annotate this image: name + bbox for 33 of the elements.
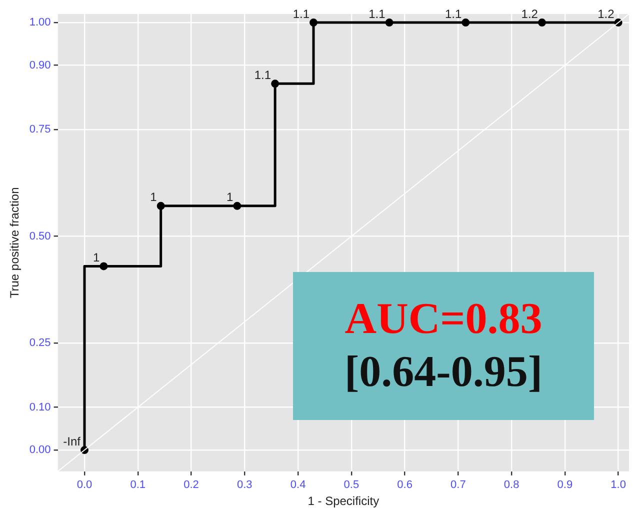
annotation: 1.1 bbox=[368, 6, 386, 21]
annotation: 1.2 bbox=[598, 6, 615, 21]
annotation: -Inf bbox=[63, 434, 82, 448]
x-axis-title: 1 - Specificity bbox=[308, 494, 380, 508]
annotation: [0.64-0.95] bbox=[344, 346, 542, 398]
annotation: 1.2 bbox=[521, 6, 538, 21]
annotation: 1 bbox=[150, 190, 158, 204]
x-tick-label: 0.0 bbox=[76, 479, 92, 492]
annotation: 1.1 bbox=[444, 6, 462, 21]
x-tick-label: 0.7 bbox=[450, 479, 466, 492]
y-tick-label: 0.50 bbox=[29, 230, 51, 242]
x-tick-label: 0.9 bbox=[557, 479, 573, 492]
x-tick-label: 0.8 bbox=[504, 479, 520, 492]
y-tick-label: 0.10 bbox=[29, 401, 51, 414]
x-tick-label: 0.4 bbox=[290, 479, 306, 492]
x-tick-label: 0.6 bbox=[397, 479, 412, 492]
x-tick-label: 0.5 bbox=[344, 479, 360, 492]
x-tick-label: 1.0 bbox=[610, 479, 626, 492]
annotation: 1 bbox=[93, 250, 100, 265]
annotation-box: AUC=0.83 [0.64-0.95] bbox=[293, 272, 594, 420]
x-tick-label: 0.3 bbox=[237, 479, 252, 492]
y-tick-label: 0.25 bbox=[29, 337, 51, 350]
x-tick-label: 0.1 bbox=[130, 479, 146, 492]
x-tick-label: 0.2 bbox=[184, 479, 199, 492]
annotation: 1.1 bbox=[292, 6, 310, 21]
y-tick-label: 0.90 bbox=[29, 59, 51, 72]
y-tick-label: 0.75 bbox=[29, 123, 51, 136]
annotation: AUC=0.83 bbox=[344, 293, 542, 346]
annotation: 1 bbox=[226, 190, 234, 204]
y-tick-label: 1.00 bbox=[29, 16, 51, 29]
y-axis-title: True positive fraction bbox=[8, 187, 22, 298]
annotation: 1.1 bbox=[254, 68, 272, 82]
y-tick-label: 0.00 bbox=[29, 444, 51, 456]
